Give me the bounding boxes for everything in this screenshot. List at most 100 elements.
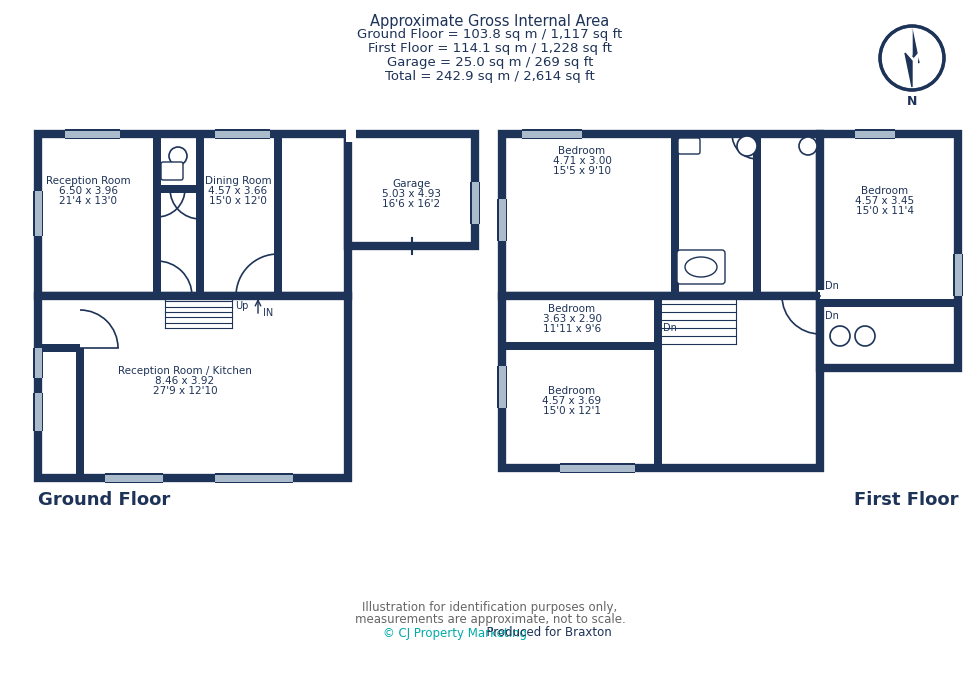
Bar <box>497 366 507 408</box>
Bar <box>33 191 43 236</box>
Bar <box>506 199 507 241</box>
Circle shape <box>830 326 850 346</box>
Bar <box>65 129 120 139</box>
Bar <box>502 342 658 350</box>
Bar <box>855 129 895 130</box>
Text: © CJ Property Marketing: © CJ Property Marketing <box>383 626 527 639</box>
Polygon shape <box>905 53 912 87</box>
Bar <box>153 134 161 296</box>
Bar <box>560 471 635 473</box>
Bar <box>478 182 480 224</box>
Bar <box>497 199 499 241</box>
Text: Dn: Dn <box>663 323 677 333</box>
Text: 15'0 x 11'4: 15'0 x 11'4 <box>856 206 914 216</box>
Bar <box>855 137 895 139</box>
Bar <box>470 182 480 224</box>
Bar <box>560 463 635 464</box>
Bar <box>215 129 270 139</box>
Bar <box>41 191 43 236</box>
Circle shape <box>799 137 817 155</box>
Text: 21'4 x 13'0: 21'4 x 13'0 <box>59 196 117 206</box>
Bar <box>522 137 582 139</box>
Bar <box>215 482 293 483</box>
Text: First Floor = 114.1 sq m / 1,228 sq ft: First Floor = 114.1 sq m / 1,228 sq ft <box>368 42 612 55</box>
Text: IN: IN <box>263 308 273 318</box>
Circle shape <box>880 26 944 90</box>
Bar <box>654 296 662 468</box>
Bar <box>497 199 507 241</box>
Bar <box>953 254 955 296</box>
Bar <box>41 348 43 378</box>
Bar <box>346 126 356 142</box>
Bar <box>955 254 961 296</box>
Bar <box>274 134 282 296</box>
Bar <box>33 191 34 236</box>
Text: Reception Room: Reception Room <box>46 176 130 186</box>
Circle shape <box>737 136 757 156</box>
Bar <box>105 482 163 483</box>
Bar <box>471 182 478 224</box>
Bar <box>33 348 34 378</box>
Bar <box>215 475 293 482</box>
Text: measurements are approximate, not to scale.: measurements are approximate, not to sca… <box>355 613 625 626</box>
Bar <box>33 393 43 431</box>
Text: 4.57 x 3.45: 4.57 x 3.45 <box>856 196 914 206</box>
Text: 6.50 x 3.96: 6.50 x 3.96 <box>59 186 118 196</box>
Bar <box>215 137 270 139</box>
Bar <box>820 299 958 307</box>
Text: Dn: Dn <box>825 281 839 291</box>
FancyBboxPatch shape <box>677 250 725 284</box>
Bar <box>196 134 204 296</box>
Text: Dn: Dn <box>825 311 839 321</box>
Text: Produced for Braxton: Produced for Braxton <box>478 626 612 639</box>
Bar <box>855 130 895 137</box>
Bar <box>38 134 348 296</box>
Bar <box>348 134 475 246</box>
Text: Garage: Garage <box>392 179 430 189</box>
Text: 4.57 x 3.69: 4.57 x 3.69 <box>543 396 602 406</box>
Bar <box>499 199 506 241</box>
Bar <box>33 348 43 378</box>
Text: Garage = 25.0 sq m / 269 sq ft: Garage = 25.0 sq m / 269 sq ft <box>387 56 593 69</box>
Bar <box>855 129 895 139</box>
Text: 4.57 x 3.66: 4.57 x 3.66 <box>209 186 268 196</box>
Bar <box>502 134 820 296</box>
Text: Bedroom: Bedroom <box>549 304 596 314</box>
Bar <box>499 366 506 408</box>
Bar <box>38 292 348 300</box>
Text: 5.03 x 4.93: 5.03 x 4.93 <box>381 189 440 199</box>
Ellipse shape <box>685 257 717 277</box>
Text: N: N <box>906 95 917 108</box>
Bar <box>105 475 163 482</box>
Bar <box>671 134 679 296</box>
Bar <box>38 296 348 478</box>
Polygon shape <box>905 29 912 63</box>
Text: 15'5 x 9'10: 15'5 x 9'10 <box>553 166 611 176</box>
Bar <box>38 344 80 352</box>
Text: 8.46 x 3.92: 8.46 x 3.92 <box>156 376 215 386</box>
Polygon shape <box>912 53 919 87</box>
Bar <box>560 464 635 471</box>
Text: Up: Up <box>235 301 248 311</box>
Bar <box>820 134 958 368</box>
Text: 4.71 x 3.00: 4.71 x 3.00 <box>553 156 612 166</box>
Circle shape <box>169 147 187 165</box>
Text: 16'6 x 16'2: 16'6 x 16'2 <box>382 199 440 209</box>
Bar <box>497 366 499 408</box>
Bar <box>34 393 41 431</box>
Text: Reception Room / Kitchen: Reception Room / Kitchen <box>118 366 252 376</box>
Bar <box>105 473 163 483</box>
Bar <box>215 129 270 130</box>
Text: 15'0 x 12'1: 15'0 x 12'1 <box>543 406 601 416</box>
Bar <box>105 473 163 475</box>
Text: 27'9 x 12'10: 27'9 x 12'10 <box>153 386 218 396</box>
Bar <box>506 366 507 408</box>
Bar <box>961 254 963 296</box>
Bar <box>560 463 635 473</box>
Bar <box>522 129 582 139</box>
Text: Illustration for identification purposes only,: Illustration for identification purposes… <box>363 602 617 615</box>
Text: 15'0 x 12'0: 15'0 x 12'0 <box>209 196 267 206</box>
Bar <box>470 182 471 224</box>
Text: Bedroom: Bedroom <box>549 386 596 396</box>
Bar <box>522 129 582 130</box>
